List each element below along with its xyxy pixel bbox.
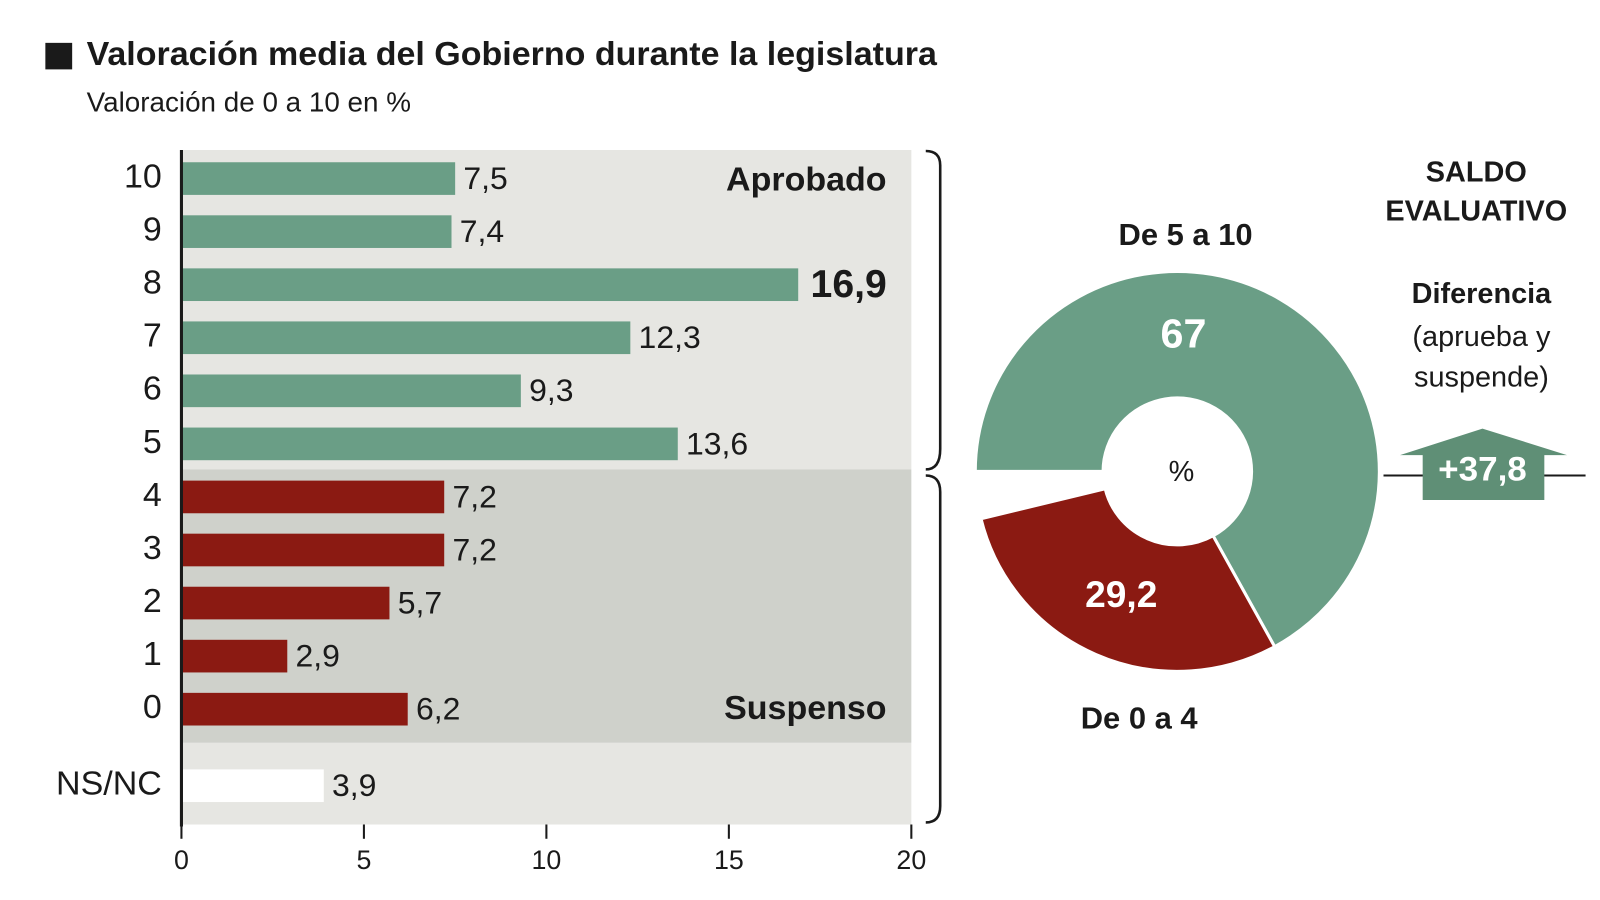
value-label: 9,3 [529,372,573,408]
value-label: 16,9 [811,263,887,306]
y-tick-label: 10 [124,158,162,196]
bar [181,321,631,355]
value-label: 13,6 [686,425,748,461]
y-tick-label: 8 [143,264,162,302]
band-approved [181,150,912,470]
value-label: 12,3 [639,319,701,355]
chart-title: Valoración media del Gobierno durante la… [87,35,938,73]
annotation: Suspenso [724,689,886,727]
bar [181,215,452,248]
value-label: 7,4 [460,213,504,249]
y-tick-label: 0 [143,688,162,726]
donut-slice [979,486,1277,673]
difference-label: Diferencia [1411,277,1552,310]
bar [181,427,678,461]
x-tick-label: 10 [531,845,561,875]
y-tick-label: 7 [143,317,162,355]
slice-category-label: De 0 a 4 [1081,701,1198,736]
chart-subtitle: Valoración de 0 a 10 en % [87,86,411,117]
difference-label-box: Diferencia [1411,277,1552,310]
y-tick-label: 2 [143,582,162,620]
value-label: 7,5 [463,160,507,196]
annotation: Aprobado [726,161,887,199]
brace [925,149,942,471]
difference-note-box: (aprueba y suspende) [1412,320,1551,393]
bar [181,162,456,195]
y-tick-label: NS/NC [56,765,162,803]
value-label: 7,2 [452,532,496,568]
value-label: 6,2 [416,691,460,727]
bar [181,769,324,803]
x-tick-label: 20 [896,845,926,875]
y-tick-label: 9 [143,211,162,249]
y-tick-label: 1 [143,635,162,673]
bar [181,586,390,620]
bar [181,692,408,726]
center-label: % [1169,456,1195,488]
value-label: 5,7 [398,585,442,621]
bar [181,533,445,567]
donut-slice [973,269,1381,649]
slice-value-label: 67 [1161,311,1207,357]
difference-value-label: +37,8 [1438,450,1527,489]
y-tick-label: 5 [143,423,162,461]
brace [925,474,942,824]
y-tick-label: 4 [143,476,162,514]
y-tick-label: 3 [143,529,162,567]
bar [181,374,521,408]
bar [181,639,288,673]
bar [181,268,799,302]
side-title: SALDO EVALUATIVO [1385,156,1568,227]
title-marker [45,42,73,70]
x-tick-label: 15 [714,845,744,875]
value-label: 2,9 [296,638,340,674]
slice-value-label: 29,2 [1085,574,1157,615]
x-tick-label: 0 [174,845,189,875]
side-title-box: SALDO EVALUATIVO [1385,156,1568,227]
slice-category-label: De 5 a 10 [1119,217,1253,252]
difference-arrow [1400,428,1568,500]
value-label: 3,9 [332,767,376,803]
bar [181,480,445,514]
difference-note: (aprueba y suspende) [1412,320,1551,393]
x-tick-label: 5 [356,845,371,875]
value-label: 7,2 [452,478,496,514]
y-tick-label: 6 [143,370,162,408]
